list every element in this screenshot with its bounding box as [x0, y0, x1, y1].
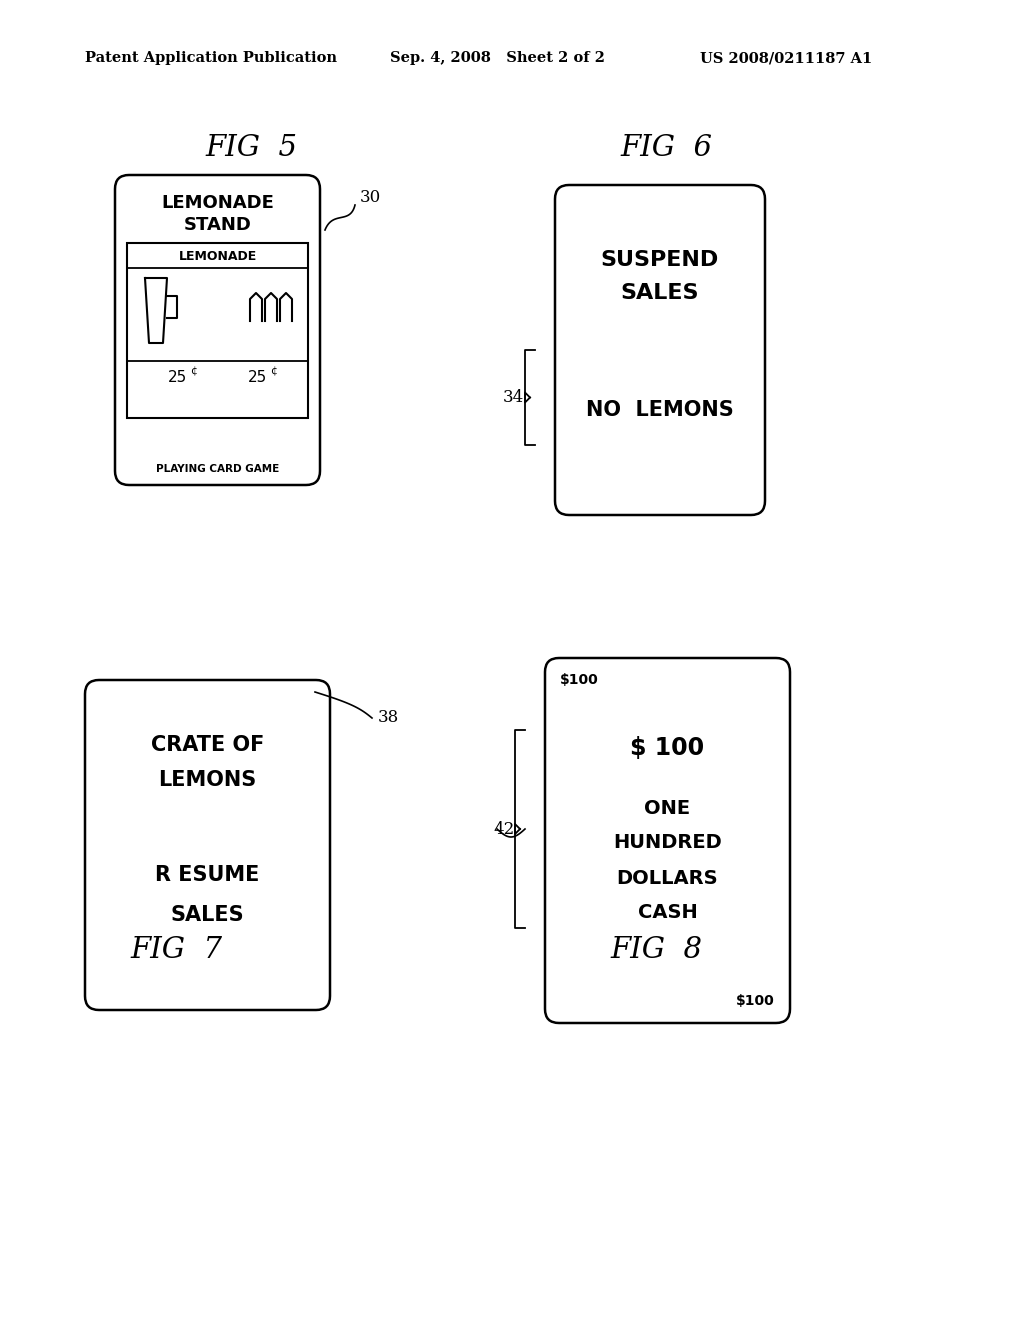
Text: LEMONADE: LEMONADE	[161, 194, 274, 213]
Text: 34: 34	[503, 389, 524, 407]
Text: ¢: ¢	[190, 366, 198, 376]
Text: LEMONS: LEMONS	[159, 770, 257, 789]
Text: 42: 42	[493, 821, 514, 837]
FancyBboxPatch shape	[85, 680, 330, 1010]
Text: $100: $100	[736, 994, 775, 1008]
Text: Patent Application Publication: Patent Application Publication	[85, 51, 337, 65]
Text: DOLLARS: DOLLARS	[616, 869, 718, 887]
Text: HUNDRED: HUNDRED	[613, 833, 722, 853]
FancyBboxPatch shape	[115, 176, 319, 484]
Text: FIG  8: FIG 8	[610, 936, 702, 964]
Text: LEMONADE: LEMONADE	[178, 251, 257, 264]
Text: 38: 38	[378, 710, 399, 726]
Text: ONE: ONE	[644, 799, 690, 817]
Text: Sep. 4, 2008   Sheet 2 of 2: Sep. 4, 2008 Sheet 2 of 2	[390, 51, 605, 65]
Text: $ 100: $ 100	[631, 737, 705, 760]
Text: 30: 30	[360, 189, 381, 206]
Text: SUSPEND: SUSPEND	[601, 249, 719, 271]
Text: 25: 25	[168, 370, 187, 384]
Text: PLAYING CARD GAME: PLAYING CARD GAME	[156, 465, 280, 474]
Text: SALES: SALES	[171, 906, 245, 925]
Text: US 2008/0211187 A1: US 2008/0211187 A1	[700, 51, 872, 65]
Text: ¢: ¢	[269, 366, 276, 376]
FancyBboxPatch shape	[545, 657, 790, 1023]
Text: SALES: SALES	[621, 282, 699, 304]
Text: CRATE OF: CRATE OF	[151, 735, 264, 755]
Text: STAND: STAND	[183, 216, 252, 234]
Bar	[127, 243, 308, 418]
Text: 25: 25	[248, 370, 267, 384]
Text: FIG  5: FIG 5	[205, 135, 297, 162]
Text: FIG  7: FIG 7	[130, 936, 222, 964]
FancyBboxPatch shape	[555, 185, 765, 515]
Text: $100: $100	[560, 673, 599, 686]
Text: NO  LEMONS: NO LEMONS	[586, 400, 734, 420]
Text: FIG  6: FIG 6	[620, 135, 712, 162]
Text: CASH: CASH	[638, 903, 697, 923]
Text: R ESUME: R ESUME	[156, 865, 260, 884]
